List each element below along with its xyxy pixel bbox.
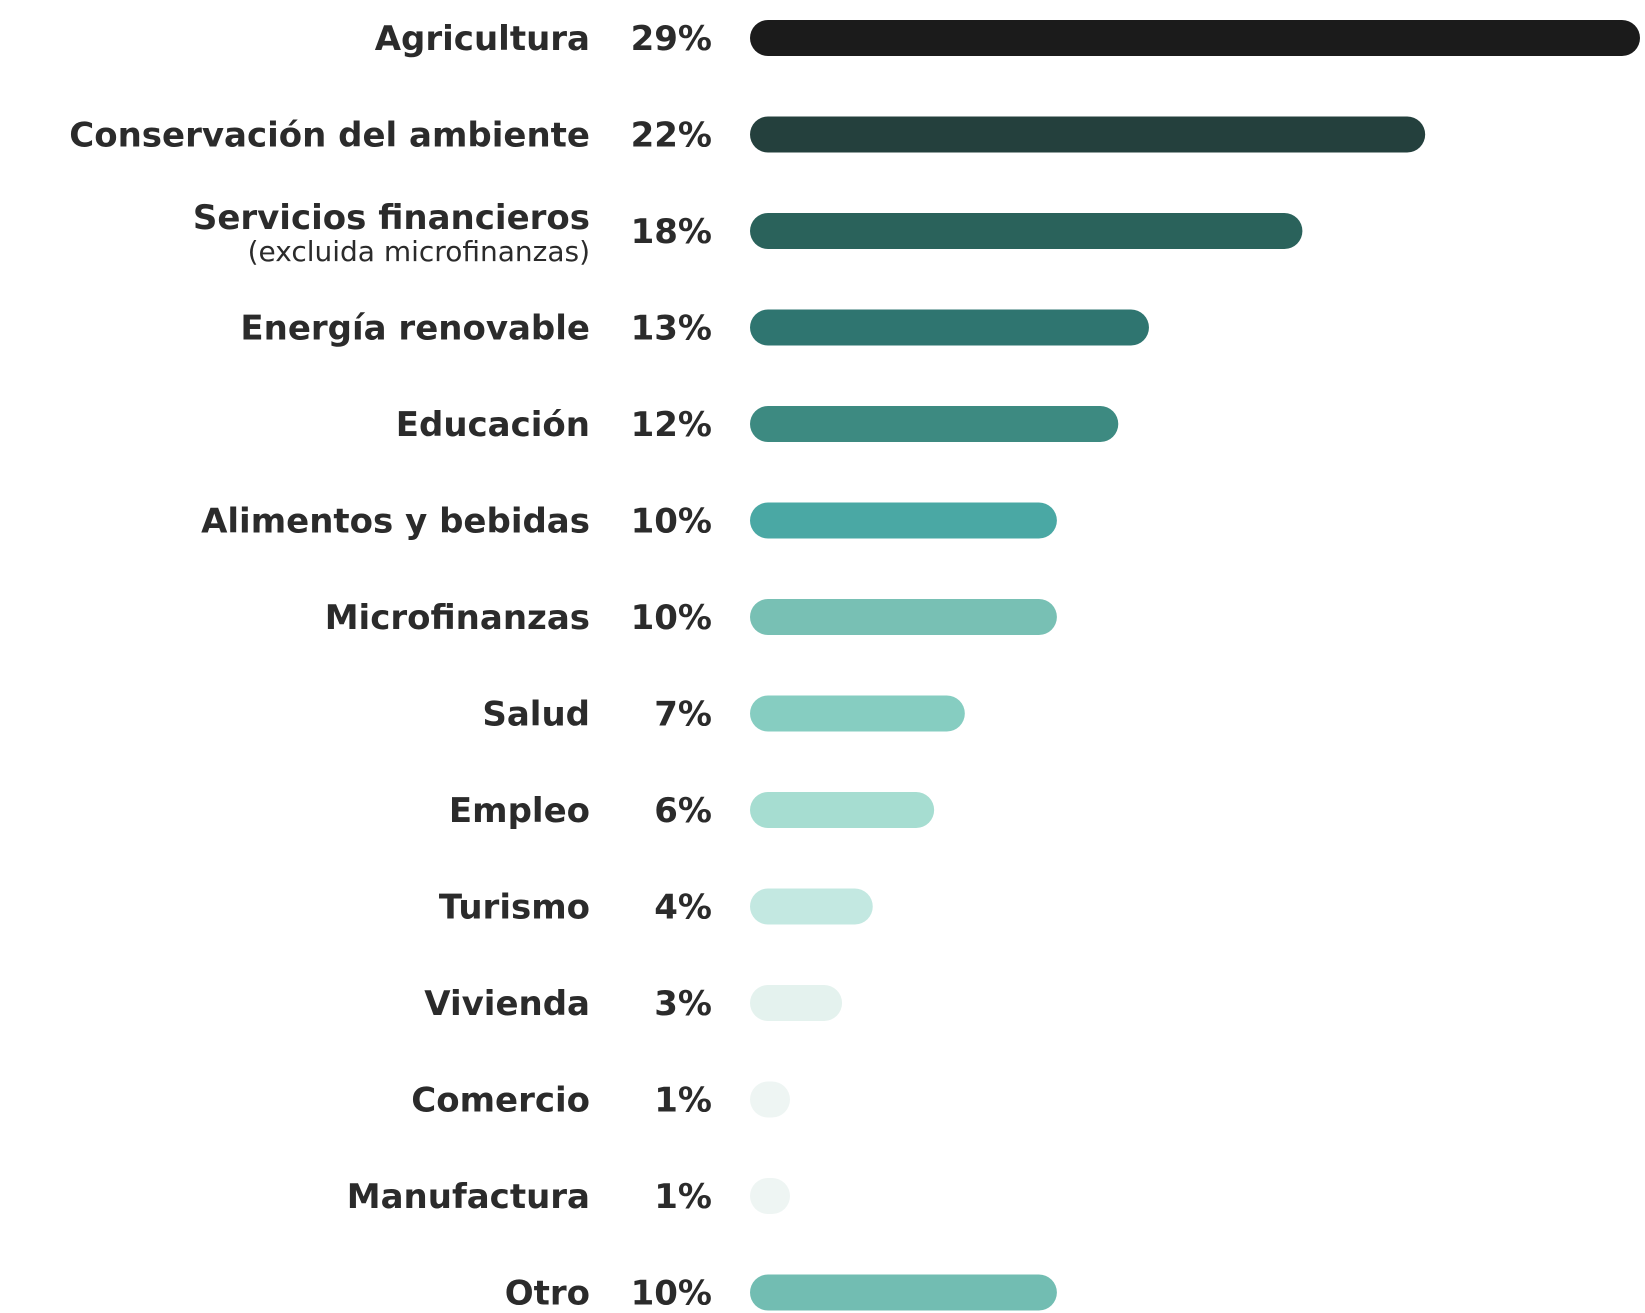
category-label: Salud xyxy=(482,695,590,735)
bar xyxy=(750,502,1057,539)
bar-row: Empleo 6% xyxy=(449,791,935,831)
bar-row: Comercio 1% xyxy=(411,1081,790,1121)
value-label: 10% xyxy=(631,1274,712,1313)
category-label: Empleo xyxy=(449,791,590,831)
category-label: Microfinanzas xyxy=(325,598,590,638)
bar xyxy=(750,116,1426,153)
bar xyxy=(750,1274,1057,1311)
bar xyxy=(750,213,1303,249)
category-label: Turismo xyxy=(439,888,590,928)
bar xyxy=(750,695,965,732)
value-label: 4% xyxy=(654,888,712,928)
bar-row: Salud 7% xyxy=(482,695,965,735)
bar xyxy=(750,309,1149,346)
bar xyxy=(750,985,843,1021)
value-label: 3% xyxy=(654,984,712,1024)
bar-row: Agricultura 29% xyxy=(375,19,1640,59)
bar-row: Energía renovable 13% xyxy=(240,309,1149,349)
bar-row: Conservación del ambiente 22% xyxy=(69,116,1426,156)
value-label: 1% xyxy=(654,1081,712,1121)
bar-row: Vivienda 3% xyxy=(424,984,843,1024)
value-label: 22% xyxy=(631,116,712,156)
category-label: Comercio xyxy=(411,1081,590,1121)
bar xyxy=(750,1178,790,1214)
bar xyxy=(750,599,1057,635)
category-label: Energía renovable xyxy=(240,309,590,349)
bar-row: Manufactura 1% xyxy=(347,1177,790,1217)
value-label: 18% xyxy=(631,212,712,252)
bar-row: Educación 12% xyxy=(396,405,1119,445)
value-label: 1% xyxy=(654,1177,712,1217)
value-label: 7% xyxy=(654,695,712,735)
bar xyxy=(750,1081,790,1118)
bar-row: Turismo 4% xyxy=(439,888,873,928)
category-label: Vivienda xyxy=(424,984,590,1024)
category-label: Alimentos y bebidas xyxy=(201,502,590,542)
bar xyxy=(750,406,1119,442)
value-label: 13% xyxy=(631,309,712,349)
category-label: Agricultura xyxy=(375,19,590,59)
value-label: 6% xyxy=(654,791,712,831)
value-label: 10% xyxy=(631,598,712,638)
bar-row: Microfinanzas 10% xyxy=(325,598,1057,638)
bar xyxy=(750,792,935,828)
category-label: Educación xyxy=(396,405,590,445)
category-sublabel: (excluida microfinanzas) xyxy=(248,235,590,268)
value-label: 29% xyxy=(631,19,712,59)
bar-row: Otro 10% xyxy=(505,1274,1057,1313)
bar xyxy=(750,888,873,925)
bar-row: Alimentos y bebidas 10% xyxy=(201,502,1057,542)
bar-row: Servicios financieros(excluida microfina… xyxy=(193,198,1303,268)
bar xyxy=(750,20,1640,56)
value-label: 12% xyxy=(631,405,712,445)
category-label: Manufactura xyxy=(347,1177,590,1217)
category-label: Servicios financieros xyxy=(193,198,590,238)
category-label: Otro xyxy=(505,1274,590,1313)
chart-rows: Agricultura 29% Conservación del ambiente 2… xyxy=(69,19,1640,1313)
value-label: 10% xyxy=(631,502,712,542)
category-label: Conservación del ambiente xyxy=(69,116,590,156)
